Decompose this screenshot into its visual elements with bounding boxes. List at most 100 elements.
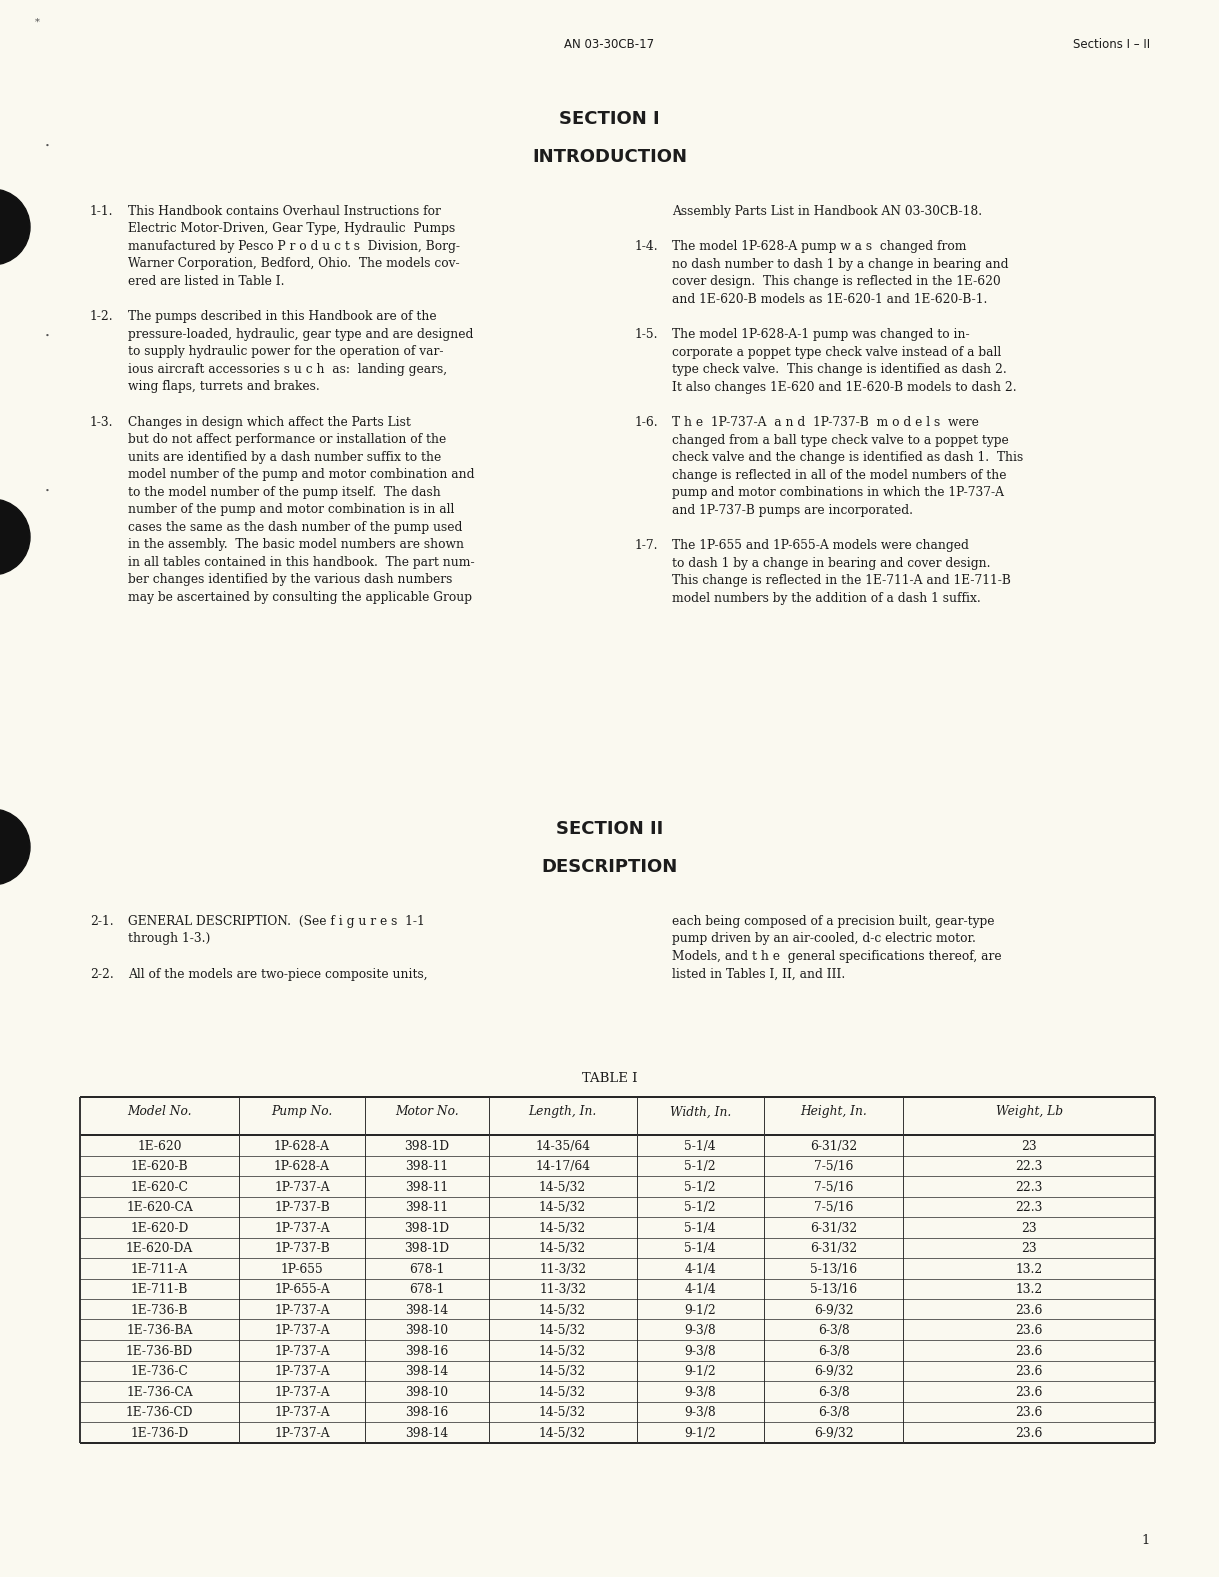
Text: 5-1/2: 5-1/2 [684,1181,716,1194]
Text: Assembly Parts List in Handbook AN 03-30CB-18.: Assembly Parts List in Handbook AN 03-30… [672,205,983,218]
Text: 9-1/2: 9-1/2 [684,1427,716,1440]
Text: 1E-620-CA: 1E-620-CA [127,1202,193,1214]
Text: pump driven by an air-cooled, d-c electric motor.: pump driven by an air-cooled, d-c electr… [672,932,976,946]
Text: TABLE I: TABLE I [581,1072,638,1085]
Text: 1E-620-B: 1E-620-B [130,1161,189,1173]
Text: 22.3: 22.3 [1015,1181,1043,1194]
Text: 398-16: 398-16 [405,1407,449,1419]
Text: Model No.: Model No. [127,1105,191,1118]
Text: INTRODUCTION: INTRODUCTION [531,148,688,166]
Text: 398-11: 398-11 [405,1202,449,1214]
Text: 398-1D: 398-1D [405,1222,450,1235]
Text: 6-9/32: 6-9/32 [814,1366,853,1378]
Text: 1P-628-A: 1P-628-A [274,1140,330,1153]
Text: Warner Corporation, Bedford, Ohio.  The models cov-: Warner Corporation, Bedford, Ohio. The m… [128,257,460,271]
Text: 14-5/32: 14-5/32 [539,1345,586,1358]
Text: 1P-737-A: 1P-737-A [274,1427,330,1440]
Text: 678-1: 678-1 [410,1263,445,1276]
Text: 1E-736-BD: 1E-736-BD [126,1345,193,1358]
Text: 1E-736-D: 1E-736-D [130,1427,189,1440]
Text: ered are listed in Table I.: ered are listed in Table I. [128,274,284,289]
Text: cover design.  This change is reflected in the 1E-620: cover design. This change is reflected i… [672,276,1001,289]
Text: 6-31/32: 6-31/32 [809,1140,857,1153]
Text: 14-5/32: 14-5/32 [539,1202,586,1214]
Text: •: • [45,487,50,495]
Text: 1P-737-A: 1P-737-A [274,1366,330,1378]
Text: 1E-711-B: 1E-711-B [130,1284,188,1296]
Text: Motor No.: Motor No. [395,1105,458,1118]
Text: 1P-737-A: 1P-737-A [274,1386,330,1399]
Text: in all tables contained in this handbook.  The part num-: in all tables contained in this handbook… [128,557,474,569]
Text: 9-1/2: 9-1/2 [684,1366,716,1378]
Text: 5-13/16: 5-13/16 [809,1263,857,1276]
Text: may be ascertained by consulting the applicable Group: may be ascertained by consulting the app… [128,591,472,604]
Text: 14-5/32: 14-5/32 [539,1407,586,1419]
Text: and 1P-737-B pumps are incorporated.: and 1P-737-B pumps are incorporated. [672,505,913,517]
Text: 1E-711-A: 1E-711-A [130,1263,188,1276]
Circle shape [0,809,30,885]
Text: 1E-620-C: 1E-620-C [130,1181,189,1194]
Text: This Handbook contains Overhaul Instructions for: This Handbook contains Overhaul Instruct… [128,205,441,218]
Text: change is reflected in all of the model numbers of the: change is reflected in all of the model … [672,468,1007,483]
Text: 14-5/32: 14-5/32 [539,1386,586,1399]
Text: manufactured by Pesco P r o d u c t s  Division, Borg-: manufactured by Pesco P r o d u c t s Di… [128,240,460,252]
Text: The model 1P-628-A pump w a s  changed from: The model 1P-628-A pump w a s changed fr… [672,241,967,254]
Text: 23.6: 23.6 [1015,1345,1043,1358]
Text: check valve and the change is identified as dash 1.  This: check valve and the change is identified… [672,451,1023,465]
Text: ber changes identified by the various dash numbers: ber changes identified by the various da… [128,574,452,587]
Text: 1E-736-C: 1E-736-C [130,1366,189,1378]
Text: 2-2.: 2-2. [90,968,113,981]
Text: •: • [45,333,50,341]
Text: 22.3: 22.3 [1015,1202,1043,1214]
Text: 1: 1 [1142,1534,1150,1547]
Text: Pump No.: Pump No. [272,1105,333,1118]
Text: 23.6: 23.6 [1015,1386,1043,1399]
Text: 1E-736-CD: 1E-736-CD [126,1407,194,1419]
Text: 23: 23 [1022,1222,1037,1235]
Text: model number of the pump and motor combination and: model number of the pump and motor combi… [128,468,474,481]
Text: 6-3/8: 6-3/8 [818,1386,850,1399]
Text: SECTION I: SECTION I [560,110,659,128]
Text: 1P-737-B: 1P-737-B [274,1243,330,1255]
Text: 7-5/16: 7-5/16 [814,1202,853,1214]
Text: 14-5/32: 14-5/32 [539,1181,586,1194]
Text: 398-14: 398-14 [405,1427,449,1440]
Text: 9-3/8: 9-3/8 [684,1386,716,1399]
Text: 6-3/8: 6-3/8 [818,1407,850,1419]
Text: 1E-736-B: 1E-736-B [130,1304,188,1317]
Text: 5-1/2: 5-1/2 [684,1161,716,1173]
Text: 23.6: 23.6 [1015,1407,1043,1419]
Text: All of the models are two-piece composite units,: All of the models are two-piece composit… [128,968,428,981]
Text: 23.6: 23.6 [1015,1325,1043,1337]
Text: 1E-620: 1E-620 [138,1140,182,1153]
Text: 1-5.: 1-5. [635,328,658,342]
Text: DESCRIPTION: DESCRIPTION [541,858,678,875]
Text: 11-3/32: 11-3/32 [539,1263,586,1276]
Text: Electric Motor-Driven, Gear Type, Hydraulic  Pumps: Electric Motor-Driven, Gear Type, Hydrau… [128,222,455,235]
Text: The model 1P-628-A-1 pump was changed to in-: The model 1P-628-A-1 pump was changed to… [672,328,969,342]
Text: in the assembly.  The basic model numbers are shown: in the assembly. The basic model numbers… [128,538,464,552]
Text: 398-1D: 398-1D [405,1243,450,1255]
Text: 2-1.: 2-1. [90,915,113,927]
Text: It also changes 1E-620 and 1E-620-B models to dash 2.: It also changes 1E-620 and 1E-620-B mode… [672,382,1017,394]
Text: 14-5/32: 14-5/32 [539,1243,586,1255]
Text: 5-1/4: 5-1/4 [684,1140,716,1153]
Text: ious aircraft accessories s u c h  as:  landing gears,: ious aircraft accessories s u c h as: la… [128,363,447,375]
Text: but do not affect performance or installation of the: but do not affect performance or install… [128,434,446,446]
Text: 1P-655-A: 1P-655-A [274,1284,330,1296]
Text: 14-17/64: 14-17/64 [535,1161,590,1173]
Text: 6-3/8: 6-3/8 [818,1325,850,1337]
Text: wing flaps, turrets and brakes.: wing flaps, turrets and brakes. [128,380,319,394]
Text: 23.6: 23.6 [1015,1366,1043,1378]
Text: 14-5/32: 14-5/32 [539,1427,586,1440]
Text: 1P-655: 1P-655 [280,1263,323,1276]
Text: 22.3: 22.3 [1015,1161,1043,1173]
Text: Models, and t h e  general specifications thereof, are: Models, and t h e general specifications… [672,949,1002,964]
Text: to supply hydraulic power for the operation of var-: to supply hydraulic power for the operat… [128,345,444,358]
Text: SECTION II: SECTION II [556,820,663,837]
Text: through 1-3.): through 1-3.) [128,932,211,946]
Text: Height, In.: Height, In. [800,1105,867,1118]
Text: The 1P-655 and 1P-655-A models were changed: The 1P-655 and 1P-655-A models were chan… [672,539,969,552]
Text: 5-13/16: 5-13/16 [809,1284,857,1296]
Text: 1-4.: 1-4. [635,241,658,254]
